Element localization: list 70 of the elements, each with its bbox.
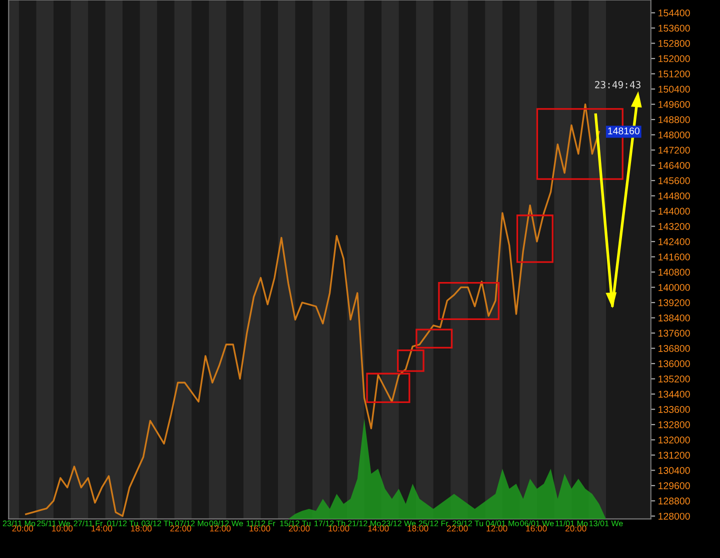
- x-tick-label: 23/11 Mo: [2, 520, 36, 526]
- text: 12:00: [210, 525, 231, 532]
- y-tick-label: 148000: [658, 132, 690, 138]
- x-tick-label: 21/12 Mo: [348, 520, 381, 526]
- text: 22:00: [170, 525, 192, 532]
- x-tick-label: 13/01 We: [589, 520, 623, 526]
- text: 12:00: [486, 525, 508, 532]
- y-tick-label: 134400: [658, 390, 690, 398]
- y-tick-label: 145600: [658, 177, 690, 184]
- y-tick-label: 153600: [658, 24, 690, 32]
- x-tick-label: 11/12 Fr: [246, 520, 276, 526]
- y-tick-label: 138400: [658, 314, 690, 322]
- y-tick-label: 140000: [658, 284, 690, 291]
- text: 10:00: [52, 525, 73, 532]
- text: 18:00: [131, 525, 152, 532]
- x-tick-label: 25/12 Fr: [418, 520, 448, 526]
- y-tick-label: 136000: [658, 360, 690, 368]
- y-tick-label: 140800: [658, 268, 690, 276]
- y-tick-label: 128000: [658, 512, 690, 520]
- x-tick-label: 04/01 Mo: [486, 520, 519, 526]
- y-tick-label: 130400: [658, 467, 690, 474]
- x-tick-label: 11/01 Mo: [556, 520, 588, 526]
- x-tick-label: 17/12 Th: [314, 520, 346, 526]
- x-tick-label: 07/12 Mo: [175, 520, 208, 526]
- x-tick-label: 25/11 We: [37, 520, 70, 526]
- y-tick-label: 141600: [658, 254, 690, 260]
- y-tick-label: 144800: [658, 192, 690, 200]
- y-tick-label: 128800: [658, 498, 690, 504]
- annotation: 23:49:43: [595, 81, 640, 88]
- x-tick-label: 01/12 Tu: [107, 520, 138, 526]
- y-tick-label: 146400: [658, 162, 690, 169]
- text: 10:00: [328, 525, 350, 532]
- y-tick-label: 139200: [658, 299, 690, 306]
- x-tick-label: 27/11 Fr: [74, 520, 103, 526]
- text: 16:00: [250, 525, 270, 532]
- y-tick-label: 150400: [658, 86, 690, 93]
- y-tick-label: 143200: [658, 223, 690, 230]
- line-series: [25, 103, 600, 517]
- y-tick-label: 152800: [658, 40, 690, 47]
- text: 20:00: [566, 525, 586, 532]
- text: 16:00: [526, 525, 547, 532]
- y-tick-label: 142400: [658, 238, 690, 246]
- text: 18:00: [408, 525, 428, 532]
- y-tick-label: 149600: [658, 101, 690, 108]
- x-tick-label: 09/12 We: [209, 520, 243, 526]
- y-tick-label: 152000: [658, 55, 690, 62]
- annotation: 148160: [608, 127, 640, 134]
- y-tick-label: 148800: [658, 116, 690, 124]
- y-tick-label: 129600: [658, 482, 690, 490]
- x-tick-label: 15/12 Tu: [280, 520, 310, 526]
- x-tick-label: 06/01 We: [520, 520, 554, 526]
- text: 14:00: [368, 525, 389, 532]
- y-tick-label: 132000: [658, 436, 690, 444]
- y-tick-label: 137600: [658, 330, 690, 337]
- text: 14:00: [92, 525, 112, 532]
- x-tick-label: 03/12 Th: [142, 520, 172, 526]
- y-tick-label: 136800: [658, 345, 690, 352]
- y-tick-label: 131200: [658, 452, 690, 459]
- y-tick-label: 132800: [658, 421, 690, 428]
- text: 20:00: [12, 525, 34, 532]
- text: 20:00: [288, 525, 310, 532]
- x-tick-label: 29/12 Tu: [452, 520, 484, 526]
- y-tick-label: 144000: [658, 208, 690, 215]
- x-tick-label: 23/12 We: [382, 520, 416, 526]
- y-tick-label: 133600: [658, 406, 690, 413]
- y-tick-label: 151200: [658, 70, 690, 78]
- y-tick-label: 147200: [658, 146, 690, 154]
- y-tick-label: 135200: [658, 376, 690, 382]
- text: 22:00: [446, 525, 468, 532]
- y-tick-label: 154400: [658, 10, 690, 16]
